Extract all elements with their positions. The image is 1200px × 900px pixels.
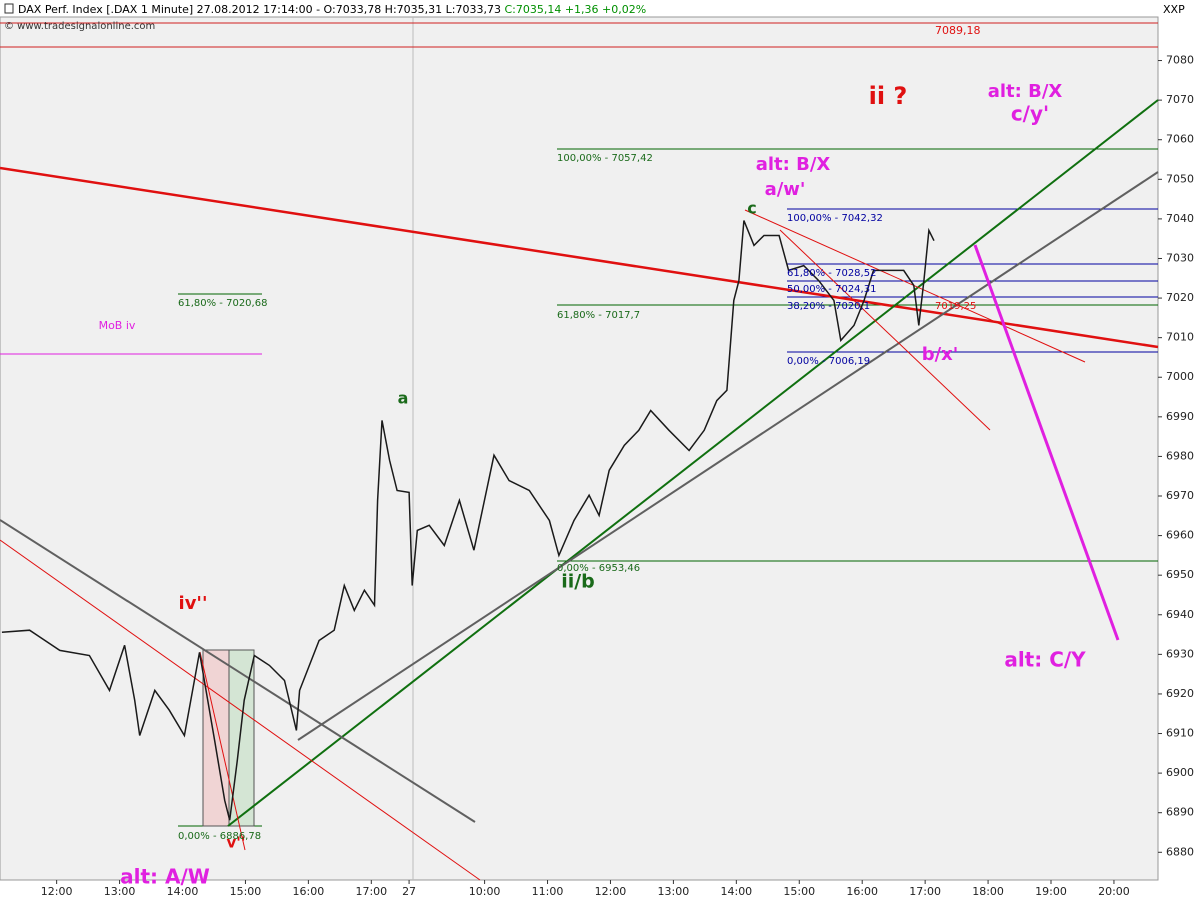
price-change: C:7035,14 +1,36 +0,02% bbox=[504, 3, 646, 16]
y-tick-label: 6950 bbox=[1166, 568, 1194, 581]
y-tick-label: 7010 bbox=[1166, 331, 1194, 344]
annotation: 100,00% - 7042,32 bbox=[787, 213, 883, 224]
trend-line bbox=[227, 99, 1159, 827]
annotation: 7019,25 bbox=[935, 301, 976, 312]
trend-line bbox=[0, 166, 1159, 349]
plot-area bbox=[0, 16, 1159, 881]
annotation: 61,80% - 7020,68 bbox=[178, 298, 267, 309]
annotation: alt: C/Y bbox=[1004, 648, 1086, 672]
chart-icon bbox=[4, 3, 14, 14]
y-tick-label: 7040 bbox=[1166, 212, 1194, 225]
annotation: iv'' bbox=[179, 593, 208, 614]
annotation: b/x' bbox=[922, 344, 959, 365]
annotation: alt: B/X bbox=[988, 81, 1063, 102]
x-tick-label: 16:00 bbox=[846, 885, 878, 898]
annotation: alt: A/W bbox=[120, 865, 210, 889]
x-tick-label: 12:00 bbox=[41, 885, 73, 898]
price-line bbox=[1, 220, 935, 821]
x-tick-label: 14:00 bbox=[720, 885, 752, 898]
y-tick-label: 6970 bbox=[1166, 489, 1194, 502]
y-tick-label: 7030 bbox=[1166, 251, 1194, 264]
x-tick-label: 27 bbox=[402, 885, 416, 898]
y-tick-label: 7050 bbox=[1166, 172, 1194, 185]
x-tick-label: 15:00 bbox=[783, 885, 815, 898]
y-tick-label: 6930 bbox=[1166, 647, 1194, 660]
y-tick-label: 7070 bbox=[1166, 93, 1194, 106]
x-tick-label: 14:00 bbox=[167, 885, 199, 898]
y-tick-label: 7060 bbox=[1166, 133, 1194, 146]
x-tick-label: 15:00 bbox=[230, 885, 262, 898]
y-tick-label: 6940 bbox=[1166, 608, 1194, 621]
annotation: 50,00% - 7024,31 bbox=[787, 284, 876, 295]
chart-title: DAX Perf. Index [.DAX 1 Minute] 27.08.20… bbox=[18, 3, 646, 16]
trend-line bbox=[0, 519, 476, 823]
x-tick-label: 11:00 bbox=[532, 885, 564, 898]
annotation: 100,00% - 7057,42 bbox=[557, 153, 653, 164]
x-tick-label: 17:00 bbox=[909, 885, 941, 898]
annotation: 7089,18 bbox=[935, 24, 981, 37]
annotation: 0,00% - 6886,78 bbox=[178, 831, 261, 842]
x-tick-label: 13:00 bbox=[658, 885, 690, 898]
corner-label: XXP bbox=[1163, 3, 1185, 16]
x-tick-label: 10:00 bbox=[469, 885, 501, 898]
trend-line bbox=[199, 651, 246, 851]
y-tick-label: 6880 bbox=[1166, 845, 1194, 858]
annotation: ii ? bbox=[869, 82, 908, 110]
y-tick-label: 6910 bbox=[1166, 727, 1194, 740]
x-tick-label: 16:00 bbox=[293, 885, 325, 898]
y-tick-label: 7080 bbox=[1166, 54, 1194, 67]
annotation: 0,00% - 6953,46 bbox=[557, 563, 640, 574]
annotation: 38,20% - 7020,1 bbox=[787, 301, 870, 312]
annotation: c bbox=[747, 199, 756, 218]
title-text: DAX Perf. Index [.DAX 1 Minute] 27.08.20… bbox=[18, 3, 501, 16]
y-tick-label: 6890 bbox=[1166, 806, 1194, 819]
x-tick-label: 13:00 bbox=[104, 885, 136, 898]
y-tick-label: 6990 bbox=[1166, 410, 1194, 423]
x-tick-label: 19:00 bbox=[1035, 885, 1067, 898]
y-tick-label: 7000 bbox=[1166, 370, 1194, 383]
y-tick-label: 7020 bbox=[1166, 291, 1194, 304]
projection-line bbox=[973, 244, 1120, 641]
annotation: MoB iv bbox=[99, 319, 136, 332]
x-tick-label: 20:00 bbox=[1098, 885, 1130, 898]
x-tick-label: 17:00 bbox=[355, 885, 387, 898]
trend-line bbox=[297, 171, 1159, 741]
annotation: 0,00% - 7006,19 bbox=[787, 356, 870, 367]
source: © www.tradesignalonline.com bbox=[4, 21, 155, 32]
y-tick-label: 6980 bbox=[1166, 449, 1194, 462]
x-tick-label: 12:00 bbox=[595, 885, 627, 898]
y-tick-label: 6960 bbox=[1166, 529, 1194, 542]
annotation: 61,80% - 7028,52 bbox=[787, 268, 876, 279]
annotation: v'' bbox=[227, 834, 246, 852]
annotation: a/w' bbox=[765, 179, 806, 200]
trend-line bbox=[779, 229, 991, 431]
y-tick-label: 6900 bbox=[1166, 766, 1194, 779]
annotation: ii/b bbox=[561, 571, 595, 593]
x-tick-label: 18:00 bbox=[972, 885, 1004, 898]
trend-line bbox=[0, 539, 481, 881]
trend-line bbox=[744, 209, 1086, 363]
annotation: c/y' bbox=[1011, 102, 1049, 126]
annotation: 61,80% - 7017,7 bbox=[557, 310, 640, 321]
annotation: a bbox=[398, 389, 409, 408]
y-tick-label: 6920 bbox=[1166, 687, 1194, 700]
annotation: alt: B/X bbox=[756, 154, 831, 175]
